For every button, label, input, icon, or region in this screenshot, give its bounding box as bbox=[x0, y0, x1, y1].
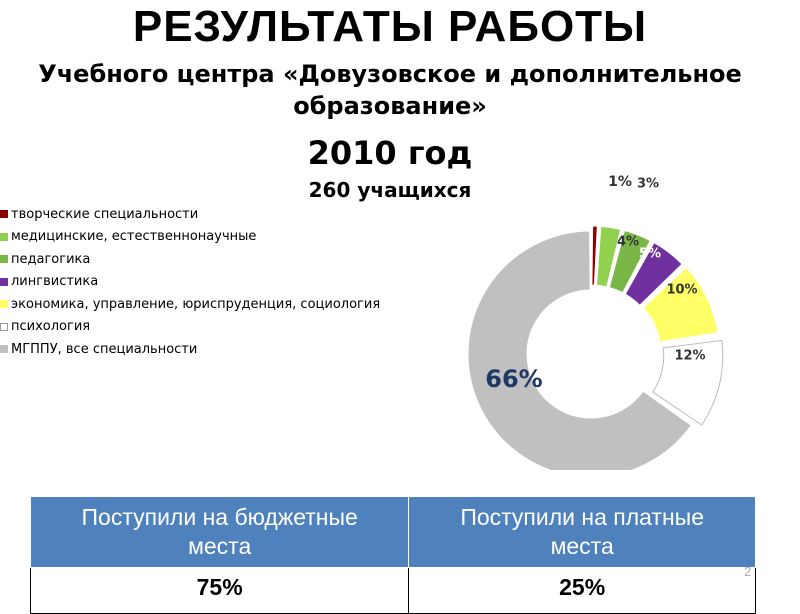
pie-slice bbox=[595, 225, 622, 288]
students-count: 260 учащихся bbox=[308, 178, 472, 202]
subtitle: Учебного центра «Довузовское и дополните… bbox=[38, 60, 742, 120]
table-cell-paid: 25% bbox=[408, 567, 756, 614]
legend-item: МГППУ, все специальности bbox=[0, 338, 380, 361]
data-label: 3% bbox=[637, 177, 659, 192]
data-label: 66% bbox=[485, 365, 542, 393]
data-label: 1% bbox=[608, 174, 632, 190]
table-cell-budget: 75% bbox=[29, 567, 410, 614]
data-label: 4% bbox=[617, 235, 639, 250]
legend-item: творческие специальности bbox=[0, 203, 380, 226]
data-label: 12% bbox=[674, 349, 705, 364]
legend-label: психология bbox=[11, 319, 91, 335]
legend-label: лингвистика bbox=[11, 274, 99, 290]
table-header-paid: Поступили на платные места bbox=[408, 496, 756, 568]
pie-slice bbox=[624, 241, 683, 306]
legend-item: педагогика bbox=[0, 248, 380, 271]
year-label: 2010 год bbox=[307, 134, 473, 172]
legend-swatch bbox=[0, 255, 8, 264]
legend-swatch bbox=[0, 345, 8, 354]
legend-swatch bbox=[0, 322, 8, 331]
legend-item: медицинские, естественнонаучные bbox=[0, 226, 380, 249]
pie-slice bbox=[642, 266, 719, 343]
legend-swatch bbox=[0, 210, 8, 219]
table-header-row: Поступили на бюджетные места Поступили н… bbox=[29, 496, 756, 568]
data-label: 10% bbox=[666, 283, 697, 298]
legend-swatch bbox=[0, 277, 8, 286]
table-header-budget: Поступили на бюджетные места bbox=[29, 496, 410, 568]
legend-item: лингвистика bbox=[0, 271, 380, 294]
legend-label: экономика, управление, юриспруденция, со… bbox=[11, 296, 381, 312]
legend-swatch bbox=[0, 232, 8, 241]
legend-label: МГППУ, все специальности bbox=[11, 341, 198, 357]
page-title: РЕЗУЛЬТАТЫ РАБОТЫ bbox=[132, 2, 648, 51]
results-table: Поступили на бюджетные места Поступили н… bbox=[29, 496, 756, 614]
pie-slice bbox=[467, 230, 692, 470]
data-label: 5% bbox=[639, 247, 661, 262]
chart-legend: творческие специальности медицинские, ест… bbox=[0, 203, 380, 361]
pie-slice bbox=[608, 229, 651, 294]
legend-item: экономика, управление, юриспруденция, со… bbox=[0, 293, 380, 316]
page-number: 2 bbox=[744, 564, 752, 579]
legend-swatch bbox=[0, 300, 8, 309]
legend-label: творческие специальности bbox=[11, 206, 199, 222]
legend-label: педагогика bbox=[11, 251, 91, 267]
legend-label: медицинские, естественнонаучные bbox=[11, 229, 257, 245]
pie-slice bbox=[591, 225, 598, 286]
legend-item: психология bbox=[0, 316, 380, 339]
pie-slice bbox=[652, 339, 724, 426]
doughnut-chart: 1% 3% 4%5% 10% 12% 66% bbox=[467, 174, 724, 470]
table-row: 75% 25% bbox=[29, 567, 756, 614]
